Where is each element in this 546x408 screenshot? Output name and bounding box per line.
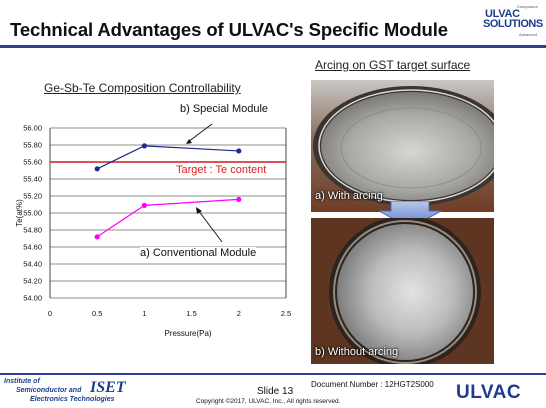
data-point (94, 234, 100, 240)
iset-line1: Institute of (4, 378, 40, 385)
y-tick-label: 54.80 (23, 226, 42, 235)
x-tick-label: 0.5 (92, 309, 102, 318)
x-tick-label: 2 (237, 309, 241, 318)
data-point (141, 202, 147, 208)
target-without-arcing-image (311, 218, 494, 364)
y-tick-label: 55.40 (23, 175, 42, 184)
x-tick-label: 1.5 (186, 309, 196, 318)
y-tick-label: 54.40 (23, 260, 42, 269)
logo-line2: SOLUTIONS (483, 18, 543, 30)
ulvac-solutions-logo: Composure ULVAC SOLUTIONS Advanced (483, 4, 543, 40)
x-tick-label: 1 (142, 309, 146, 318)
conventional-pointer (197, 209, 223, 243)
footer-divider (0, 373, 546, 375)
data-point (141, 143, 147, 149)
chart-heading: Ge-Sb-Te Composition Controllability (44, 81, 241, 95)
y-tick-label: 56.00 (23, 124, 42, 133)
copyright-text: Copyright ©2017, ULVAC, Inc., All rights… (196, 398, 341, 405)
document-number: Document Number : 12HGT2S000 (311, 380, 434, 389)
x-tick-label: 0 (48, 309, 52, 318)
data-point (94, 166, 100, 172)
series-line (96, 198, 239, 238)
x-tick-label: 2.5 (281, 309, 291, 318)
page-title: Technical Advantages of ULVAC's Specific… (10, 19, 448, 40)
target-with-arcing-image (311, 80, 494, 212)
target-annotation: Target : Te content (176, 164, 267, 176)
y-tick-label: 54.20 (23, 277, 42, 286)
iset-wordmark: ISET (90, 379, 126, 396)
conventional-pointer-head (196, 207, 202, 214)
special-module-annotation: b) Special Module (180, 103, 269, 115)
y-axis-title: Te(at%) (15, 199, 24, 227)
slide-number: Slide 13 (257, 386, 294, 397)
photo-without-arcing: b) Without arcing (311, 218, 494, 364)
conventional-module-annotation: a) Conventional Module (140, 247, 257, 259)
x-axis-title: Pressure(Pa) (164, 329, 211, 338)
without-arcing-label: b) Without arcing (315, 346, 399, 358)
data-point (236, 148, 242, 154)
y-tick-label: 55.80 (23, 141, 42, 150)
photo-with-arcing: a) With arcing (311, 80, 494, 212)
y-tick-label: 54.60 (23, 243, 42, 252)
title-divider (0, 45, 546, 48)
logo-small-bottom: Advanced (519, 32, 537, 37)
iset-logo: Institute of Semiconductor and Electroni… (4, 378, 126, 406)
y-tick-label: 55.00 (23, 209, 42, 218)
iset-line3: Electronics Technologies (30, 396, 115, 403)
y-tick-label: 55.60 (23, 158, 42, 167)
data-point (236, 196, 242, 202)
composition-chart: 54.00 54.20 54.40 54.60 54.80 55.00 55.20 55.40… (15, 123, 291, 339)
y-tick-label: 55.20 (23, 192, 42, 201)
logo-line1: ULVAC (485, 8, 520, 20)
ulvac-footer-logo: ULVAC (456, 382, 522, 403)
photo-heading: Arcing on GST target surface (315, 58, 471, 72)
y-tick-label: 54.00 (23, 294, 42, 303)
with-arcing-label: a) With arcing (315, 190, 383, 202)
special-pointer-head (186, 139, 192, 144)
iset-line2: Semiconductor and (16, 387, 82, 394)
logo-small-top: Composure (517, 4, 538, 9)
special-pointer (187, 123, 213, 143)
